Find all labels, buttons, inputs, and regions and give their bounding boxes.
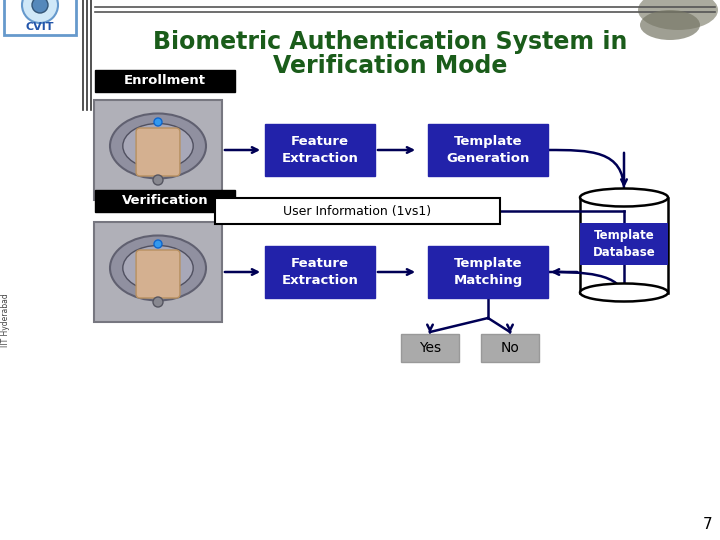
- FancyBboxPatch shape: [95, 190, 235, 212]
- Ellipse shape: [123, 124, 193, 168]
- Circle shape: [154, 240, 162, 248]
- Text: Enrollment: Enrollment: [124, 75, 206, 87]
- Circle shape: [22, 0, 58, 23]
- Ellipse shape: [110, 235, 206, 300]
- Circle shape: [154, 118, 162, 126]
- Text: 7: 7: [703, 517, 712, 532]
- FancyBboxPatch shape: [136, 250, 180, 298]
- FancyBboxPatch shape: [215, 198, 500, 224]
- Text: User Information (1vs1): User Information (1vs1): [284, 205, 431, 218]
- FancyBboxPatch shape: [94, 100, 222, 200]
- Text: Biometric Authentication System in: Biometric Authentication System in: [153, 30, 627, 54]
- Text: Feature
Extraction: Feature Extraction: [282, 257, 359, 287]
- FancyBboxPatch shape: [481, 334, 539, 362]
- Text: No: No: [500, 341, 519, 355]
- FancyBboxPatch shape: [4, 0, 76, 35]
- Circle shape: [32, 0, 48, 13]
- Text: Verification Mode: Verification Mode: [273, 54, 507, 78]
- FancyBboxPatch shape: [265, 246, 375, 298]
- Ellipse shape: [580, 188, 668, 206]
- FancyBboxPatch shape: [428, 246, 548, 298]
- FancyBboxPatch shape: [580, 198, 668, 293]
- FancyBboxPatch shape: [580, 223, 668, 265]
- Ellipse shape: [640, 10, 700, 40]
- FancyBboxPatch shape: [401, 334, 459, 362]
- Text: Feature
Extraction: Feature Extraction: [282, 135, 359, 165]
- Ellipse shape: [638, 0, 718, 30]
- Ellipse shape: [123, 246, 193, 291]
- FancyBboxPatch shape: [95, 70, 235, 92]
- Text: Yes: Yes: [419, 341, 441, 355]
- Text: CVIT: CVIT: [26, 22, 54, 32]
- Text: IIT Hyderabad: IIT Hyderabad: [1, 293, 11, 347]
- Circle shape: [153, 297, 163, 307]
- Text: Template
Generation: Template Generation: [446, 135, 530, 165]
- Text: Verification: Verification: [122, 194, 208, 207]
- FancyBboxPatch shape: [428, 124, 548, 176]
- FancyBboxPatch shape: [136, 128, 180, 176]
- Ellipse shape: [580, 284, 668, 301]
- Text: Template
Database: Template Database: [593, 229, 655, 259]
- Circle shape: [153, 175, 163, 185]
- Ellipse shape: [110, 113, 206, 179]
- FancyBboxPatch shape: [94, 222, 222, 322]
- FancyBboxPatch shape: [265, 124, 375, 176]
- Text: Template
Matching: Template Matching: [454, 257, 523, 287]
